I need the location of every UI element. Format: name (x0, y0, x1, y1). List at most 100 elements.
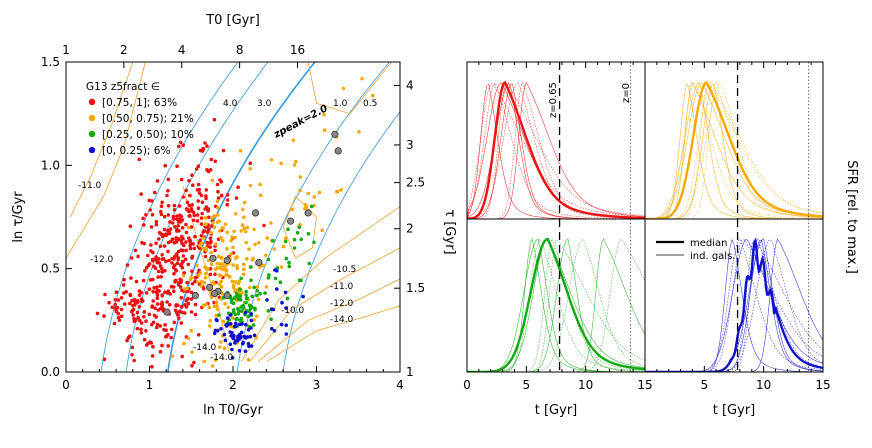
scatter-point-s0 (154, 315, 158, 319)
scatter-point-s0 (103, 292, 107, 297)
density-label: -14.0 (193, 343, 217, 353)
scatter-point-s0 (172, 241, 177, 245)
scatter-point-s0 (128, 301, 132, 306)
scatter-point-s1 (229, 252, 233, 256)
legend-ind-label: ind. gals. (690, 251, 735, 262)
scatter-point-s1 (290, 207, 295, 212)
scatter-point-s0 (192, 213, 197, 218)
scatter-point-s0 (164, 259, 168, 264)
zpeak-label: 0.5 (363, 99, 377, 109)
scatter-point-s0 (148, 278, 153, 282)
scatter-point-s0 (193, 302, 198, 307)
scatter-point-s1 (272, 247, 277, 251)
legend-marker (88, 146, 96, 154)
scatter-point-s0 (144, 319, 148, 324)
scatter-point-s1 (181, 274, 186, 278)
scatter-point-s1 (265, 236, 270, 240)
right-tick-label: 2 (406, 222, 414, 236)
scatter-point-s1 (200, 279, 204, 284)
scatter-point-s0 (189, 297, 194, 301)
scatter-point-s2 (238, 294, 243, 298)
scatter-point-s0 (136, 315, 140, 320)
scatter-point-s0 (121, 283, 126, 287)
zpeak-contour (236, 62, 391, 372)
scatter-point-s0 (130, 310, 134, 314)
legend-marker (88, 114, 96, 122)
scatter-point-s0 (159, 275, 163, 279)
scatter-point-s2 (244, 300, 248, 305)
scatter-point-s0 (163, 290, 167, 295)
scatter-point-s0 (156, 275, 160, 279)
scatter-point-s3 (249, 318, 254, 323)
scatter-point-s3 (223, 338, 228, 343)
scatter-point-s1 (241, 207, 245, 212)
scatter-point-s1 (264, 253, 268, 258)
scatter-point-s0 (126, 336, 131, 340)
scatter-point-s3 (237, 349, 242, 353)
scatter-point-s0 (185, 280, 189, 285)
scatter-point-s1 (201, 303, 206, 308)
scatter-point-s0 (208, 245, 212, 249)
scatter-point-s0 (155, 290, 159, 295)
scatter-point-s0 (166, 289, 171, 294)
legend-marker (88, 130, 96, 138)
scatter-point-s0 (147, 287, 152, 292)
scatter-point-s0 (195, 188, 200, 192)
scatter-point-s0 (200, 200, 205, 204)
scatter-point-s0 (172, 257, 176, 261)
highlighted-point (331, 130, 339, 138)
legend-entry-label: [0.50, 0.75); 21% (102, 113, 194, 125)
scatter-point-s1 (255, 285, 260, 289)
scatter-point-s2 (217, 313, 221, 317)
scatter-point-s3 (249, 326, 253, 330)
sfr-panels: 0 5 10 15 5 10 15 z=0.65 z=0 median ind. gals.… (463, 61, 859, 418)
scatter-point-s1 (232, 283, 236, 288)
scatter-point-s0 (183, 311, 187, 315)
scatter-point-s3 (233, 341, 237, 345)
scatter-point-s3 (228, 342, 233, 347)
scatter-point-s2 (285, 296, 290, 301)
scatter-point-s0 (200, 211, 204, 216)
scatter-point-s2 (247, 303, 252, 308)
median-sfr-curve (467, 237, 645, 372)
scatter-point-s0 (212, 117, 217, 122)
scatter-point-s2 (244, 289, 248, 294)
scatter-point-s2 (287, 264, 292, 269)
sfr-panel-2 (467, 237, 645, 372)
scatter-point-s0 (179, 321, 184, 325)
highlighted-point (304, 209, 312, 217)
scatter-point-s0 (234, 196, 239, 200)
scatter-point-s0 (166, 344, 170, 348)
scatter-point-s1 (215, 261, 219, 266)
scatter-point-s0 (180, 354, 184, 359)
scatter-point-s0 (139, 192, 143, 196)
scatter-point-s1 (211, 221, 215, 225)
scatter-point-s2 (269, 317, 273, 322)
scatter-point-s0 (162, 244, 167, 248)
scatter-point-s1 (357, 130, 361, 134)
scatter-point-s1 (215, 304, 219, 308)
top-tick-label: 4 (178, 43, 186, 57)
scatter-point-s0 (140, 240, 144, 245)
scatter-point-s0 (157, 261, 162, 265)
scatter-point-s0 (190, 203, 194, 207)
scatter-point-s0 (112, 321, 117, 326)
scatter-point-s1 (217, 273, 222, 277)
scatter-point-s0 (202, 229, 207, 233)
scatter-point-s1 (238, 149, 243, 153)
scatter-point-s0 (139, 331, 144, 335)
scatter-point-s2 (235, 291, 239, 296)
scatter-point-s1 (189, 328, 194, 333)
scatter-point-s3 (249, 344, 254, 348)
scatter-point-s0 (188, 246, 193, 251)
density-contours (66, 62, 400, 363)
scatter-point-s0 (179, 278, 183, 283)
scatter-point-s3 (239, 334, 243, 339)
sfr-x-tick-label: 10 (578, 378, 593, 392)
scatter-point-s3 (213, 328, 218, 333)
scatter-point-s0 (196, 164, 201, 168)
scatter-point-s0 (137, 289, 142, 293)
scatter-point-s0 (114, 290, 119, 295)
scatter-point-s0 (144, 213, 148, 217)
scatter-point-s1 (281, 244, 286, 249)
